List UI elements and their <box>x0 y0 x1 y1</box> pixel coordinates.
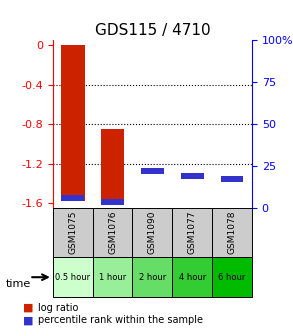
Bar <box>100 129 125 205</box>
Text: 6 hour: 6 hour <box>218 273 246 282</box>
Bar <box>61 196 84 201</box>
Text: time: time <box>6 279 31 289</box>
Text: 4 hour: 4 hour <box>178 273 206 282</box>
FancyBboxPatch shape <box>93 208 132 257</box>
Text: 2 hour: 2 hour <box>139 273 166 282</box>
Bar <box>181 173 204 179</box>
FancyBboxPatch shape <box>53 208 93 257</box>
Text: ■: ■ <box>23 315 34 325</box>
Bar <box>61 45 85 201</box>
FancyBboxPatch shape <box>172 208 212 257</box>
Text: GSM1076: GSM1076 <box>108 211 117 254</box>
Bar <box>221 176 243 182</box>
Text: 0.5 hour: 0.5 hour <box>55 273 90 282</box>
Text: ■: ■ <box>23 303 34 313</box>
Bar <box>101 200 124 205</box>
Text: GSM1078: GSM1078 <box>228 211 236 254</box>
Title: GDS115 / 4710: GDS115 / 4710 <box>95 23 210 38</box>
FancyBboxPatch shape <box>132 257 172 297</box>
Text: GSM1077: GSM1077 <box>188 211 197 254</box>
FancyBboxPatch shape <box>212 208 252 257</box>
FancyBboxPatch shape <box>212 257 252 297</box>
FancyBboxPatch shape <box>93 257 132 297</box>
Text: percentile rank within the sample: percentile rank within the sample <box>38 315 203 325</box>
Text: GSM1090: GSM1090 <box>148 211 157 254</box>
Text: log ratio: log ratio <box>38 303 79 313</box>
Text: GSM1075: GSM1075 <box>68 211 77 254</box>
FancyBboxPatch shape <box>172 257 212 297</box>
FancyBboxPatch shape <box>132 208 172 257</box>
Text: 1 hour: 1 hour <box>99 273 126 282</box>
Bar <box>141 168 164 174</box>
FancyBboxPatch shape <box>53 257 93 297</box>
